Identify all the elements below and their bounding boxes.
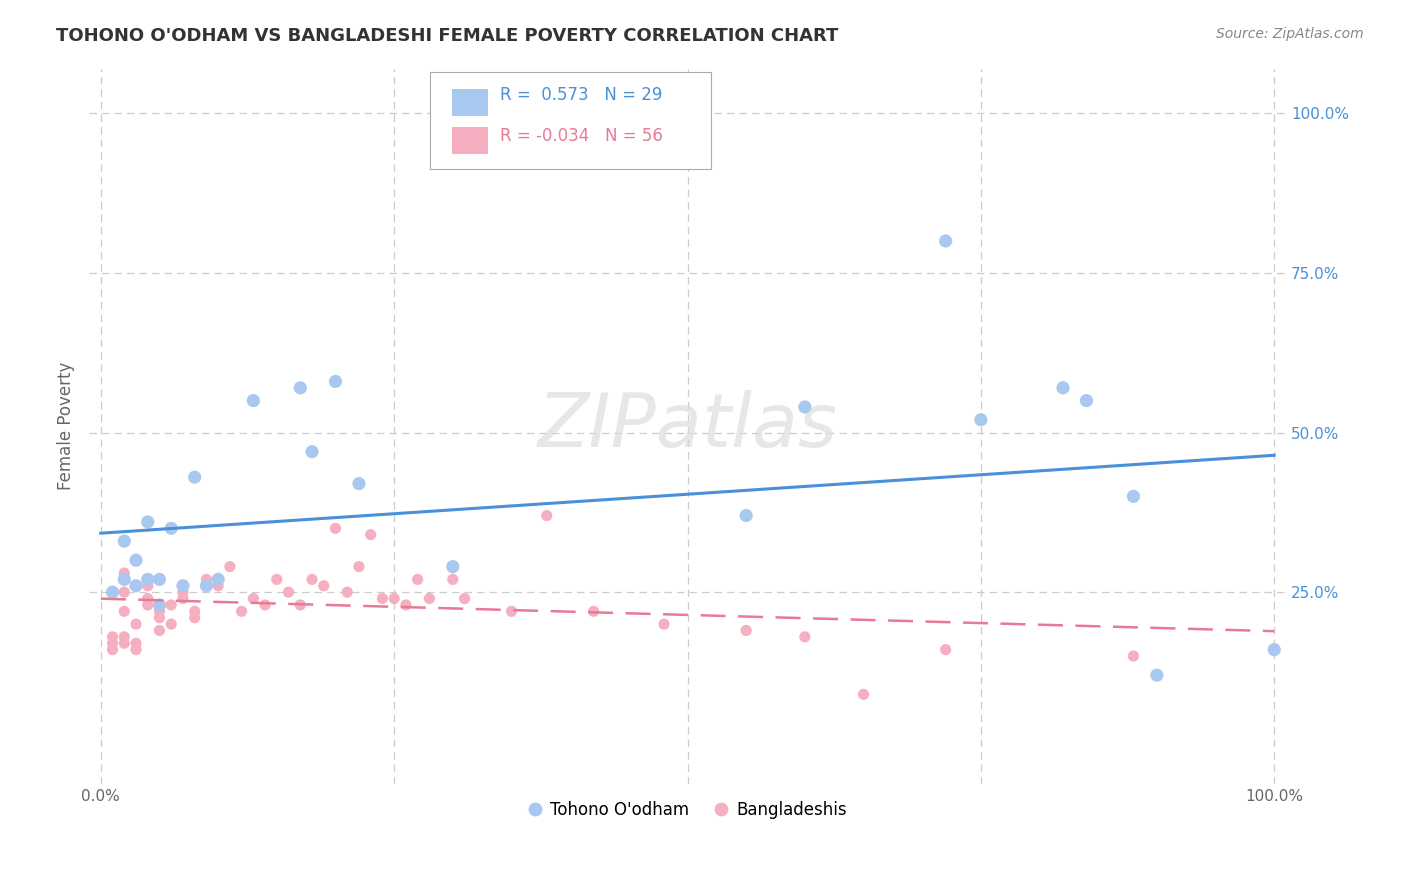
Point: [101, 585, 124, 599]
Point: [112, 566, 135, 580]
Point: [501, 604, 523, 618]
Point: [652, 617, 675, 632]
Legend: Tohono O'odham, Bangladeshis: Tohono O'odham, Bangladeshis: [522, 794, 853, 825]
Point: [852, 687, 875, 701]
Text: Source: ZipAtlas.com: Source: ZipAtlas.com: [1216, 27, 1364, 41]
Point: [112, 636, 135, 650]
Point: [160, 598, 183, 612]
Point: [336, 585, 359, 599]
Point: [231, 604, 253, 618]
Point: [242, 393, 264, 408]
Point: [136, 591, 159, 606]
Point: [160, 617, 183, 632]
Point: [195, 579, 218, 593]
FancyBboxPatch shape: [430, 72, 711, 169]
Point: [301, 573, 323, 587]
Point: [136, 515, 159, 529]
Point: [112, 585, 135, 599]
Point: [1052, 381, 1074, 395]
Point: [347, 476, 370, 491]
Point: [1263, 642, 1285, 657]
Point: [195, 573, 218, 587]
Point: [136, 579, 159, 593]
Point: [582, 604, 605, 618]
Point: [1122, 489, 1144, 503]
Point: [172, 591, 194, 606]
Point: [148, 573, 170, 587]
Point: [183, 604, 205, 618]
Point: [453, 591, 475, 606]
Point: [441, 573, 464, 587]
Point: [125, 617, 148, 632]
Point: [312, 579, 335, 593]
Point: [1122, 648, 1144, 663]
Point: [112, 604, 135, 618]
FancyBboxPatch shape: [451, 128, 488, 154]
FancyBboxPatch shape: [451, 89, 488, 117]
Point: [148, 624, 170, 638]
Text: R =  0.573   N = 29: R = 0.573 N = 29: [499, 86, 662, 104]
Point: [242, 591, 264, 606]
Point: [125, 642, 148, 657]
Point: [382, 591, 405, 606]
Point: [395, 598, 418, 612]
Text: TOHONO O'ODHAM VS BANGLADESHI FEMALE POVERTY CORRELATION CHART: TOHONO O'ODHAM VS BANGLADESHI FEMALE POV…: [56, 27, 838, 45]
Point: [112, 534, 135, 549]
Point: [148, 598, 170, 612]
Point: [371, 591, 394, 606]
Point: [325, 375, 347, 389]
Point: [125, 579, 148, 593]
Point: [735, 508, 758, 523]
Point: [136, 598, 159, 612]
Point: [266, 573, 288, 587]
Y-axis label: Female Poverty: Female Poverty: [58, 362, 75, 491]
Point: [793, 400, 815, 414]
Point: [125, 636, 148, 650]
Text: ZIPatlas: ZIPatlas: [537, 390, 838, 462]
Point: [277, 585, 299, 599]
Point: [970, 413, 993, 427]
Point: [735, 624, 758, 638]
Point: [136, 573, 159, 587]
Point: [347, 559, 370, 574]
Point: [125, 553, 148, 567]
Point: [793, 630, 815, 644]
Point: [101, 636, 124, 650]
Point: [218, 559, 240, 574]
Point: [290, 598, 312, 612]
Point: [183, 610, 205, 624]
Point: [207, 579, 229, 593]
Point: [101, 630, 124, 644]
Point: [148, 610, 170, 624]
Point: [1146, 668, 1168, 682]
Text: R = -0.034   N = 56: R = -0.034 N = 56: [499, 128, 662, 145]
Point: [148, 604, 170, 618]
Point: [183, 470, 205, 484]
Point: [536, 508, 558, 523]
Point: [112, 630, 135, 644]
Point: [406, 573, 429, 587]
Point: [1076, 393, 1098, 408]
Point: [441, 559, 464, 574]
Point: [418, 591, 440, 606]
Point: [207, 573, 229, 587]
Point: [360, 527, 382, 541]
Point: [254, 598, 277, 612]
Point: [160, 521, 183, 535]
Point: [290, 381, 312, 395]
Point: [195, 579, 218, 593]
Point: [101, 642, 124, 657]
Point: [301, 444, 323, 458]
Point: [935, 642, 957, 657]
Point: [172, 579, 194, 593]
Point: [136, 573, 159, 587]
Point: [325, 521, 347, 535]
Point: [172, 585, 194, 599]
Point: [112, 573, 135, 587]
Point: [935, 234, 957, 248]
